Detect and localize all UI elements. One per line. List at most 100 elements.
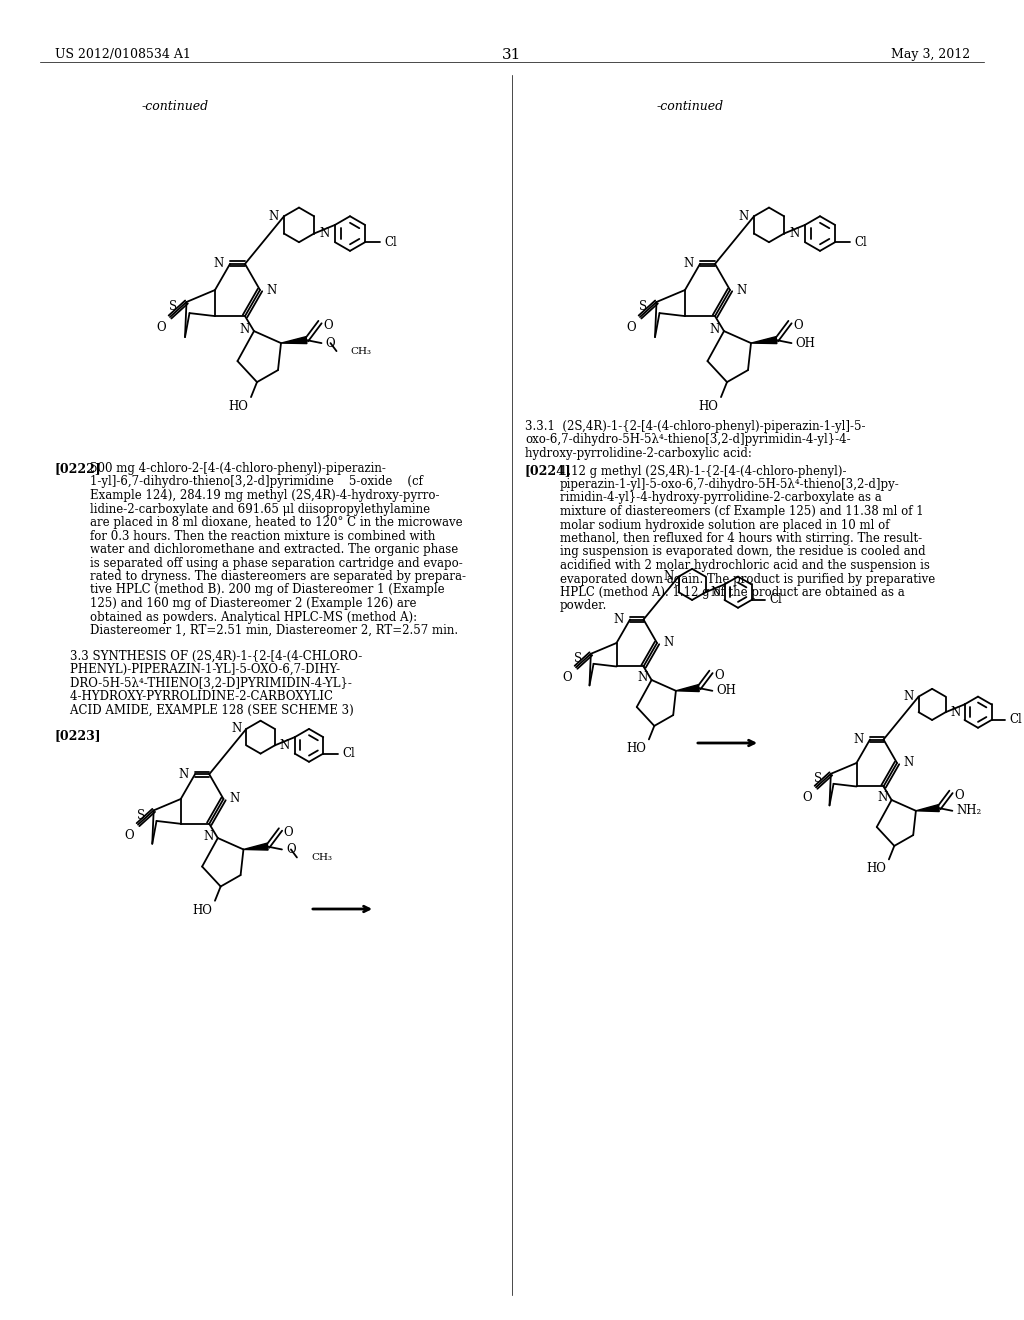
Text: N: N: [613, 612, 624, 626]
Text: for 0.3 hours. Then the reaction mixture is combined with: for 0.3 hours. Then the reaction mixture…: [90, 529, 435, 543]
Text: 125) and 160 mg of Diastereomer 2 (Example 126) are: 125) and 160 mg of Diastereomer 2 (Examp…: [90, 597, 417, 610]
Text: lidine-2-carboxylate and 691.65 μl diisopropylethylamine: lidine-2-carboxylate and 691.65 μl diiso…: [90, 503, 430, 516]
Text: HO: HO: [228, 400, 248, 413]
Text: N: N: [738, 210, 749, 223]
Text: O: O: [284, 826, 293, 840]
Text: O: O: [714, 669, 724, 682]
Text: acidified with 2 molar hydrochloric acid and the suspension is: acidified with 2 molar hydrochloric acid…: [560, 558, 930, 572]
Text: N: N: [268, 210, 279, 223]
Text: O: O: [793, 319, 803, 333]
Text: -continued: -continued: [141, 100, 209, 114]
Text: N: N: [878, 792, 888, 804]
Text: S: S: [573, 652, 582, 665]
Text: N: N: [711, 586, 721, 599]
Text: US 2012/0108534 A1: US 2012/0108534 A1: [55, 48, 190, 61]
Text: hydroxy-pyrrolidine-2-carboxylic acid:: hydroxy-pyrrolidine-2-carboxylic acid:: [525, 447, 752, 459]
Text: CH₃: CH₃: [311, 853, 332, 862]
Text: HO: HO: [193, 904, 212, 917]
Text: 31: 31: [503, 48, 521, 62]
Text: N: N: [266, 284, 276, 297]
Text: N: N: [710, 322, 720, 335]
Text: 500 mg 4-chloro-2-[4-(4-chloro-phenyl)-piperazin-: 500 mg 4-chloro-2-[4-(4-chloro-phenyl)-p…: [90, 462, 386, 475]
Text: N: N: [736, 284, 746, 297]
Text: S: S: [136, 809, 144, 822]
Text: HO: HO: [698, 400, 718, 413]
Text: HPLC (method A). 1.12 g of the product are obtained as a: HPLC (method A). 1.12 g of the product a…: [560, 586, 905, 599]
Text: CH₃: CH₃: [350, 347, 372, 355]
Text: -continued: -continued: [656, 100, 724, 114]
Text: N: N: [684, 257, 694, 271]
Text: [0223]: [0223]: [55, 729, 101, 742]
Text: N: N: [214, 257, 224, 271]
Text: HO: HO: [626, 742, 646, 755]
Text: S: S: [639, 301, 647, 314]
Text: May 3, 2012: May 3, 2012: [891, 48, 970, 61]
Text: O: O: [562, 672, 572, 684]
Text: S: S: [814, 772, 822, 785]
Text: O: O: [286, 843, 296, 855]
Text: obtained as powders. Analytical HPLC-MS (method A):: obtained as powders. Analytical HPLC-MS …: [90, 610, 417, 623]
Text: 4-HYDROXY-PYRROLIDINE-2-CARBOXYLIC: 4-HYDROXY-PYRROLIDINE-2-CARBOXYLIC: [55, 690, 333, 704]
Text: are placed in 8 ml dioxane, heated to 120° C in the microwave: are placed in 8 ml dioxane, heated to 12…: [90, 516, 463, 529]
Text: N: N: [240, 322, 250, 335]
Text: N: N: [664, 570, 674, 583]
Polygon shape: [244, 843, 268, 850]
Text: HO: HO: [866, 862, 886, 875]
Text: OH: OH: [796, 337, 815, 350]
Text: Example 124), 284.19 mg methyl (2S,4R)-4-hydroxy-pyrro-: Example 124), 284.19 mg methyl (2S,4R)-4…: [90, 488, 439, 502]
Text: [0224]: [0224]: [525, 465, 571, 478]
Text: O: O: [323, 319, 333, 333]
Text: methanol, then refluxed for 4 hours with stirring. The result-: methanol, then refluxed for 4 hours with…: [560, 532, 923, 545]
Text: N: N: [231, 722, 242, 735]
Polygon shape: [915, 805, 939, 812]
Text: O: O: [124, 829, 134, 842]
Text: 3.3 SYNTHESIS OF (2S,4R)-1-{2-[4-(4-CHLORO-: 3.3 SYNTHESIS OF (2S,4R)-1-{2-[4-(4-CHLO…: [55, 649, 362, 663]
Text: rated to dryness. The diastereomers are separated by prepara-: rated to dryness. The diastereomers are …: [90, 570, 466, 583]
Text: molar sodium hydroxide solution are placed in 10 ml of: molar sodium hydroxide solution are plac…: [560, 519, 890, 532]
Text: Cl: Cl: [342, 747, 355, 760]
Text: 1-yl]-6,7-dihydro-thieno[3,2-d]pyrimidine    5-oxide    (cf: 1-yl]-6,7-dihydro-thieno[3,2-d]pyrimidin…: [90, 475, 423, 488]
Text: water and dichloromethane and extracted. The organic phase: water and dichloromethane and extracted.…: [90, 543, 459, 556]
Text: is separated off using a phase separation cartridge and evapo-: is separated off using a phase separatio…: [90, 557, 463, 569]
Text: 1.12 g methyl (2S,4R)-1-{2-[4-(4-chloro-phenyl)-: 1.12 g methyl (2S,4R)-1-{2-[4-(4-chloro-…: [560, 465, 847, 478]
Polygon shape: [281, 337, 307, 343]
Text: S: S: [169, 301, 177, 314]
Text: N: N: [663, 636, 673, 649]
Text: N: N: [903, 690, 913, 704]
Text: Cl: Cl: [855, 236, 867, 248]
Text: Cl: Cl: [770, 594, 782, 606]
Text: O: O: [326, 337, 335, 350]
Text: N: N: [319, 227, 330, 240]
Text: tive HPLC (method B). 200 mg of Diastereomer 1 (Example: tive HPLC (method B). 200 mg of Diastere…: [90, 583, 444, 597]
Text: powder.: powder.: [560, 599, 607, 612]
Text: O: O: [627, 321, 636, 334]
Text: evaporated down again. The product is purified by preparative: evaporated down again. The product is pu…: [560, 573, 935, 586]
Text: O: O: [157, 321, 166, 334]
Polygon shape: [676, 685, 699, 692]
Text: ACID AMIDE, EXAMPLE 128 (SEE SCHEME 3): ACID AMIDE, EXAMPLE 128 (SEE SCHEME 3): [55, 704, 353, 717]
Text: DRO-5H-5λ⁴-THIENO[3,2-D]PYRIMIDIN-4-YL}-: DRO-5H-5λ⁴-THIENO[3,2-D]PYRIMIDIN-4-YL}-: [55, 676, 352, 689]
Text: N: N: [179, 768, 189, 780]
Text: [0222]: [0222]: [55, 462, 101, 475]
Text: PHENYL)-PIPERAZIN-1-YL]-5-OXO-6,7-DIHY-: PHENYL)-PIPERAZIN-1-YL]-5-OXO-6,7-DIHY-: [55, 663, 340, 676]
Text: N: N: [637, 672, 647, 685]
Text: N: N: [903, 756, 913, 770]
Text: ing suspension is evaporated down, the residue is cooled and: ing suspension is evaporated down, the r…: [560, 545, 926, 558]
Text: OH: OH: [717, 684, 736, 697]
Text: oxo-6,7-dihydro-5H-5λ⁴-thieno[3,2-d]pyrimidin-4-yl}-4-: oxo-6,7-dihydro-5H-5λ⁴-thieno[3,2-d]pyri…: [525, 433, 851, 446]
Text: N: N: [790, 227, 800, 240]
Text: rimidin-4-yl}-4-hydroxy-pyrrolidine-2-carboxylate as a: rimidin-4-yl}-4-hydroxy-pyrrolidine-2-ca…: [560, 491, 882, 504]
Text: piperazin-1-yl]-5-oxo-6,7-dihydro-5H-5λ⁴-thieno[3,2-d]py-: piperazin-1-yl]-5-oxo-6,7-dihydro-5H-5λ⁴…: [560, 478, 900, 491]
Text: N: N: [854, 733, 864, 746]
Text: Cl: Cl: [1010, 714, 1022, 726]
Text: O: O: [803, 791, 812, 804]
Text: O: O: [954, 789, 964, 801]
Text: N: N: [204, 829, 214, 842]
Text: Cl: Cl: [385, 236, 397, 248]
Text: NH₂: NH₂: [956, 804, 982, 817]
Text: Diastereomer 1, RT=2.51 min, Diastereomer 2, RT=2.57 min.: Diastereomer 1, RT=2.51 min, Diastereome…: [90, 624, 458, 638]
Text: N: N: [280, 739, 290, 752]
Text: N: N: [950, 706, 961, 718]
Text: 3.3.1  (2S,4R)-1-{2-[4-(4-chloro-phenyl)-piperazin-1-yl]-5-: 3.3.1 (2S,4R)-1-{2-[4-(4-chloro-phenyl)-…: [525, 420, 865, 433]
Polygon shape: [751, 337, 777, 343]
